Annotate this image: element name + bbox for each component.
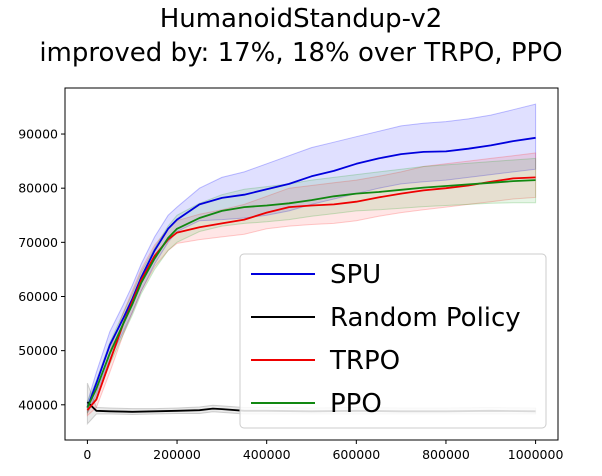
y-tick-label: 50000 bbox=[18, 343, 58, 358]
line-ppo bbox=[86, 179, 536, 408]
x-tick-label: 0 bbox=[83, 447, 91, 462]
x-tick-label: 800000 bbox=[422, 447, 470, 462]
legend-label: Random Policy bbox=[330, 303, 521, 333]
y-tick-label: 70000 bbox=[18, 235, 58, 250]
chart-subtitle: improved by: 17%, 18% over TRPO, PPO bbox=[39, 38, 563, 68]
x-tick-label: 200000 bbox=[153, 447, 201, 462]
x-tick-label: 1000000 bbox=[508, 447, 564, 462]
line-trpo bbox=[86, 176, 536, 411]
legend-label: SPU bbox=[330, 260, 381, 290]
y-axis: 40000 50000 60000 70000 80000 90000 bbox=[18, 127, 65, 412]
y-tick-label: 80000 bbox=[18, 181, 58, 196]
legend-label: TRPO bbox=[329, 346, 400, 376]
band-ppo bbox=[86, 157, 537, 415]
y-tick-label: 40000 bbox=[18, 397, 58, 412]
legend-label: PPO bbox=[330, 389, 382, 419]
y-tick-label: 90000 bbox=[18, 127, 58, 142]
x-tick-label: 400000 bbox=[243, 447, 291, 462]
legend: SPU Random Policy TRPO PPO bbox=[239, 253, 547, 429]
x-tick-label: 600000 bbox=[332, 447, 380, 462]
x-axis: 0 200000 400000 600000 800000 1000000 bbox=[83, 440, 563, 462]
y-tick-label: 60000 bbox=[18, 289, 58, 304]
chart-title: HumanoidStandup-v2 bbox=[159, 4, 443, 34]
line-spu bbox=[86, 136, 536, 408]
legend-box bbox=[239, 253, 547, 429]
band-spu bbox=[86, 103, 537, 414]
plot-frame bbox=[64, 87, 559, 441]
